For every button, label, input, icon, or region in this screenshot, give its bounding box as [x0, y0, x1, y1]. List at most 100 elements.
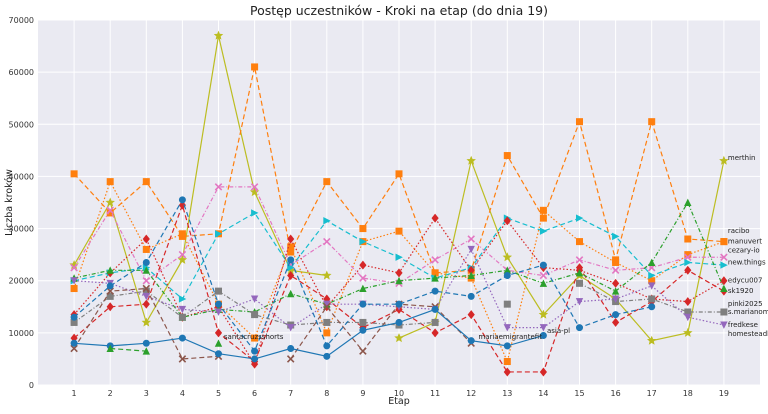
x-tick-label: 6 — [252, 389, 257, 398]
data-point — [720, 238, 728, 246]
series-line — [74, 308, 544, 360]
data-point — [720, 308, 728, 316]
x-tick-label: 1 — [72, 389, 77, 398]
data-point — [539, 324, 548, 332]
series-mariaemigrantefit — [70, 196, 656, 355]
data-point — [251, 334, 259, 342]
data-point — [612, 258, 620, 266]
data-point — [395, 318, 403, 326]
y-tick-label: 50000 — [9, 120, 34, 129]
data-point — [539, 261, 547, 269]
data-point — [142, 347, 150, 355]
series-label-manuvert: manuvert — [728, 238, 762, 246]
data-point — [539, 206, 547, 214]
data-point — [178, 295, 187, 303]
data-point — [287, 256, 295, 264]
data-point — [575, 256, 584, 264]
y-axis-title: Liczba kroków — [4, 169, 15, 236]
data-point — [612, 311, 620, 319]
data-point — [359, 284, 367, 293]
data-point — [431, 305, 439, 313]
y-tick-label: 0 — [29, 381, 34, 390]
data-point — [575, 279, 583, 287]
data-point — [287, 289, 295, 298]
data-point — [142, 339, 150, 347]
data-point — [251, 63, 259, 71]
data-point — [467, 292, 475, 300]
x-tick-label: 16 — [611, 389, 621, 398]
data-point — [611, 287, 620, 295]
series-label-s.marianomariano: s.marianomariano — [728, 308, 768, 316]
data-point — [287, 344, 295, 352]
data-point — [684, 258, 692, 267]
x-tick-label: 19 — [719, 389, 729, 398]
data-point — [648, 282, 656, 290]
data-point — [287, 234, 295, 244]
data-point — [575, 269, 584, 277]
data-point — [70, 277, 78, 285]
data-point — [539, 331, 547, 339]
data-point — [178, 334, 186, 342]
data-point — [539, 271, 548, 280]
data-point — [611, 266, 620, 275]
data-point — [684, 265, 692, 275]
x-tick-label: 11 — [430, 389, 440, 398]
data-point — [287, 263, 295, 272]
data-point — [395, 170, 403, 178]
data-point — [431, 274, 439, 282]
series-label-edycu007: edycu007 — [728, 277, 763, 285]
data-point — [250, 295, 259, 303]
y-tick-label: 60000 — [9, 68, 34, 77]
data-point — [287, 271, 295, 280]
data-point — [539, 279, 548, 287]
data-point — [683, 327, 693, 337]
data-point — [106, 302, 114, 312]
data-point — [467, 337, 475, 345]
data-point — [466, 155, 476, 165]
data-point — [323, 329, 331, 337]
data-point — [503, 271, 511, 279]
data-point — [395, 227, 403, 235]
data-point — [106, 282, 114, 290]
series-cezary-io — [70, 183, 728, 288]
data-point — [395, 253, 403, 261]
data-point — [142, 284, 151, 293]
x-tick-label: 13 — [502, 389, 512, 398]
data-point — [70, 263, 78, 272]
data-point — [178, 305, 187, 314]
data-point — [684, 297, 692, 307]
data-point — [323, 342, 331, 350]
data-point — [142, 178, 150, 186]
data-point — [323, 318, 331, 326]
series-layer — [69, 30, 729, 377]
data-point — [105, 197, 115, 207]
data-point — [178, 230, 186, 238]
data-point — [720, 253, 728, 262]
data-point — [214, 308, 223, 316]
data-point — [467, 235, 475, 243]
x-tick-label: 14 — [538, 389, 548, 398]
data-point — [287, 324, 295, 332]
series-label-new.things: new.things — [728, 258, 766, 266]
series-label-sk1920: sk1920 — [728, 287, 754, 295]
data-point — [539, 227, 548, 235]
series-label-homesteadlt: homesteadlt — [728, 330, 768, 338]
data-point — [251, 355, 259, 363]
grid-lines — [38, 19, 760, 386]
data-point — [106, 206, 114, 215]
data-point — [70, 285, 78, 293]
data-point — [142, 292, 150, 301]
data-point — [503, 300, 511, 308]
x-tick-label: 5 — [216, 389, 221, 398]
series-label-fredkese: fredkese — [728, 321, 758, 329]
data-point — [431, 318, 439, 326]
data-point — [503, 358, 511, 366]
data-point — [142, 266, 150, 274]
series-label-pinki2025: pinki2025 — [728, 300, 763, 308]
data-point — [720, 261, 728, 269]
data-point — [70, 313, 78, 321]
data-point — [431, 287, 439, 295]
